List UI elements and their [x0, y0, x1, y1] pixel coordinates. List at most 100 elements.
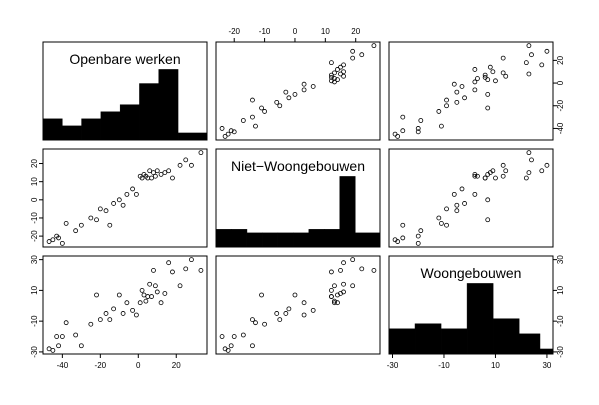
scatter-point: [418, 118, 424, 123]
scatter-point: [459, 84, 465, 89]
scatter-point: [73, 332, 79, 338]
histogram-bar: [81, 118, 102, 141]
scatter-point: [335, 300, 340, 306]
scatter-point: [338, 64, 343, 70]
histogram-bar: [62, 125, 82, 141]
y-axis-left: -20 -10 0 10 20: [30, 159, 43, 242]
scatter-point: [137, 300, 143, 306]
scatter-point: [158, 172, 164, 177]
scatter-point: [485, 92, 491, 97]
scatter-point: [485, 197, 491, 203]
scatter-point: [50, 347, 56, 353]
scatter-point: [459, 186, 465, 192]
scatter-point: [56, 235, 61, 241]
scatter-point: [198, 150, 204, 156]
histogram-bar: [354, 232, 381, 248]
tick-label: 30: [542, 361, 551, 370]
scatter-point: [350, 48, 356, 54]
scatter-point: [371, 43, 377, 49]
scatter-point: [335, 67, 340, 72]
scatter-point: [88, 321, 94, 327]
scatter-point: [415, 233, 421, 239]
scatter-point: [529, 157, 534, 163]
scatter-point: [63, 221, 69, 226]
scatter-point: [329, 294, 334, 299]
scatter-point: [147, 168, 153, 174]
scatter-point: [151, 170, 156, 175]
scatter-point: [341, 73, 346, 79]
scatter-point: [359, 266, 365, 272]
scatter-point: [503, 168, 509, 174]
scatter-point: [310, 307, 316, 313]
scatter-point: [219, 334, 225, 339]
tick-label: -10: [259, 27, 271, 36]
histogram-bar: [293, 232, 310, 248]
panel-0-1: [215, 41, 381, 141]
scatter-point: [332, 300, 337, 306]
scatter-point: [189, 162, 194, 168]
variable-label: Openbare werken: [69, 51, 180, 67]
scatter-point: [400, 114, 406, 120]
scatter-point: [454, 99, 460, 105]
scatter-point: [219, 126, 225, 131]
scatter-point: [103, 208, 109, 214]
tick-label: 10: [321, 27, 330, 36]
scatter-point: [500, 55, 506, 61]
scatter-point: [544, 48, 550, 54]
panel-frame: [388, 255, 554, 355]
tick-label: -10: [438, 361, 450, 370]
y-axis-left: -30 -10 10 30: [30, 255, 43, 358]
histogram-bar: [177, 132, 208, 141]
tick-label: 30: [556, 255, 565, 264]
scatter-point: [56, 343, 61, 349]
tick-label: -10: [30, 212, 39, 224]
scatter-point: [253, 123, 258, 129]
scatter-point: [250, 114, 255, 120]
histogram-bar: [440, 328, 468, 355]
panel-2-2: Woongebouwen: [388, 255, 554, 355]
histogram-bar: [100, 111, 121, 141]
scatter-point: [152, 283, 158, 289]
scatter-point: [539, 168, 545, 174]
panel-frame: [215, 148, 381, 248]
scatter-point: [162, 170, 168, 175]
scatter-point: [475, 76, 480, 81]
histogram-bar: [277, 232, 294, 248]
scatter-point: [439, 123, 444, 129]
scatter-point: [451, 191, 457, 197]
scatter-point: [329, 72, 334, 78]
tick-label: -40: [556, 122, 565, 134]
scatter-point: [338, 71, 343, 77]
scatter-point: [526, 170, 532, 175]
scatter-point: [46, 239, 52, 244]
panel-frame: [388, 148, 554, 248]
scatter-point: [228, 343, 234, 349]
histogram-bar: [492, 318, 520, 355]
scatter-point: [189, 257, 194, 263]
scatter-point: [338, 267, 343, 273]
tick-label: 30: [30, 255, 39, 264]
scatter-point: [485, 105, 491, 111]
scatter-point: [143, 298, 149, 304]
scatter-point: [240, 118, 246, 123]
scatter-point: [500, 70, 506, 76]
histogram-bar: [119, 104, 140, 141]
scatter-point: [183, 157, 189, 163]
scatter-point: [97, 317, 103, 323]
tick-label: 0: [136, 361, 141, 370]
scatter-point: [292, 292, 298, 298]
scatter-point: [253, 320, 258, 326]
scatter-point: [487, 64, 493, 70]
scatter-point: [500, 173, 506, 179]
tick-label: 10: [30, 285, 39, 294]
scatter-point: [539, 62, 545, 68]
scatter-point: [111, 306, 117, 312]
scatter-point: [400, 128, 406, 134]
scatter-point: [141, 292, 147, 298]
scatter-point: [111, 201, 117, 206]
scatter-point: [436, 109, 442, 114]
scatter-point: [444, 103, 449, 109]
tick-label: 20: [172, 361, 181, 370]
scatter-point: [482, 72, 488, 78]
